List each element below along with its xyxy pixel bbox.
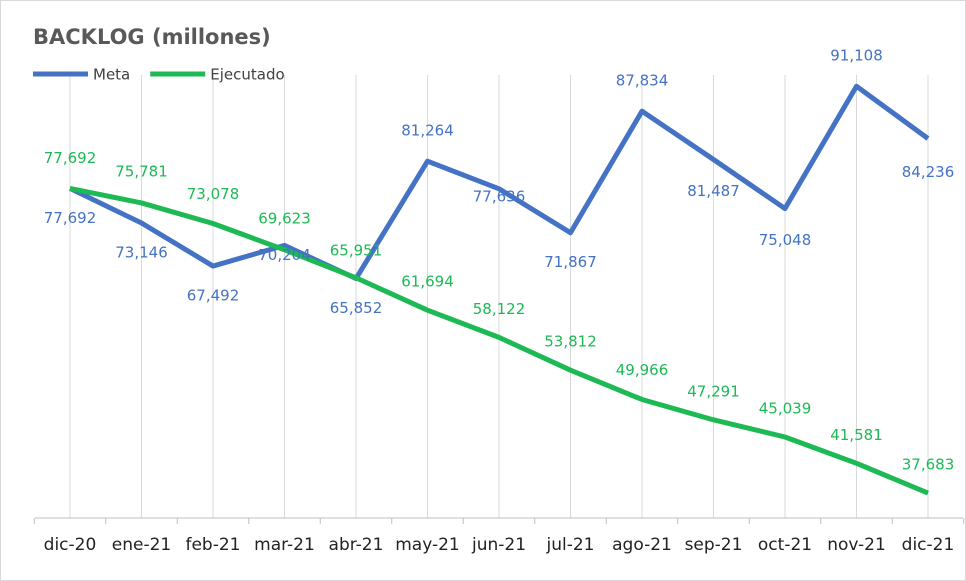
- data-label: 81,264: [401, 122, 454, 140]
- x-tick-label: oct-21: [758, 535, 812, 555]
- series-line: [68, 83, 930, 282]
- x-tick-label: mar-21: [254, 535, 315, 555]
- x-tick-label: ene-21: [112, 535, 171, 555]
- x-tick-label: ago-21: [612, 535, 672, 555]
- data-label: 73,078: [187, 185, 240, 203]
- data-label: 69,623: [258, 209, 311, 227]
- data-label: 41,581: [830, 426, 883, 444]
- data-label: 75,781: [115, 162, 168, 180]
- x-tick-label: dic-21: [902, 535, 955, 555]
- x-tick-label: jun-21: [471, 535, 526, 555]
- x-tick-label: feb-21: [185, 535, 240, 555]
- data-label: 91,108: [830, 47, 883, 65]
- data-label: 87,834: [616, 72, 669, 90]
- data-label: 47,291: [687, 382, 740, 400]
- legend-label: Ejecutado: [210, 66, 284, 84]
- data-label: 71,867: [544, 253, 597, 271]
- data-label: 45,039: [759, 399, 812, 417]
- data-label: 58,122: [473, 300, 526, 318]
- data-label: 37,683: [902, 456, 955, 474]
- data-label: 77,692: [44, 149, 97, 167]
- data-label: 49,966: [616, 361, 669, 379]
- x-tick-label: abr-21: [329, 535, 384, 555]
- data-label: 73,146: [115, 244, 168, 262]
- data-label: 65,951: [330, 241, 383, 259]
- x-tick-label: nov-21: [827, 535, 886, 555]
- x-tick-label: sep-21: [685, 535, 743, 555]
- data-label: 70,204: [258, 246, 311, 264]
- x-tick-label: may-21: [395, 535, 460, 555]
- data-label: 53,812: [544, 333, 597, 351]
- legend-label: Meta: [93, 66, 130, 84]
- series-line: [69, 185, 929, 496]
- data-label: 77,636: [473, 187, 526, 205]
- data-label: 75,048: [759, 231, 812, 249]
- data-label: 81,487: [687, 182, 740, 200]
- data-label: 65,852: [330, 299, 383, 317]
- data-label: 84,236: [902, 163, 955, 181]
- chart-title: BACKLOG (millones): [33, 25, 271, 49]
- x-tick-label: dic-20: [44, 535, 97, 555]
- data-label: 77,692: [44, 209, 97, 227]
- x-tick-label: jul-21: [546, 535, 595, 555]
- data-label: 61,694: [401, 273, 454, 291]
- data-label: 67,492: [187, 287, 240, 305]
